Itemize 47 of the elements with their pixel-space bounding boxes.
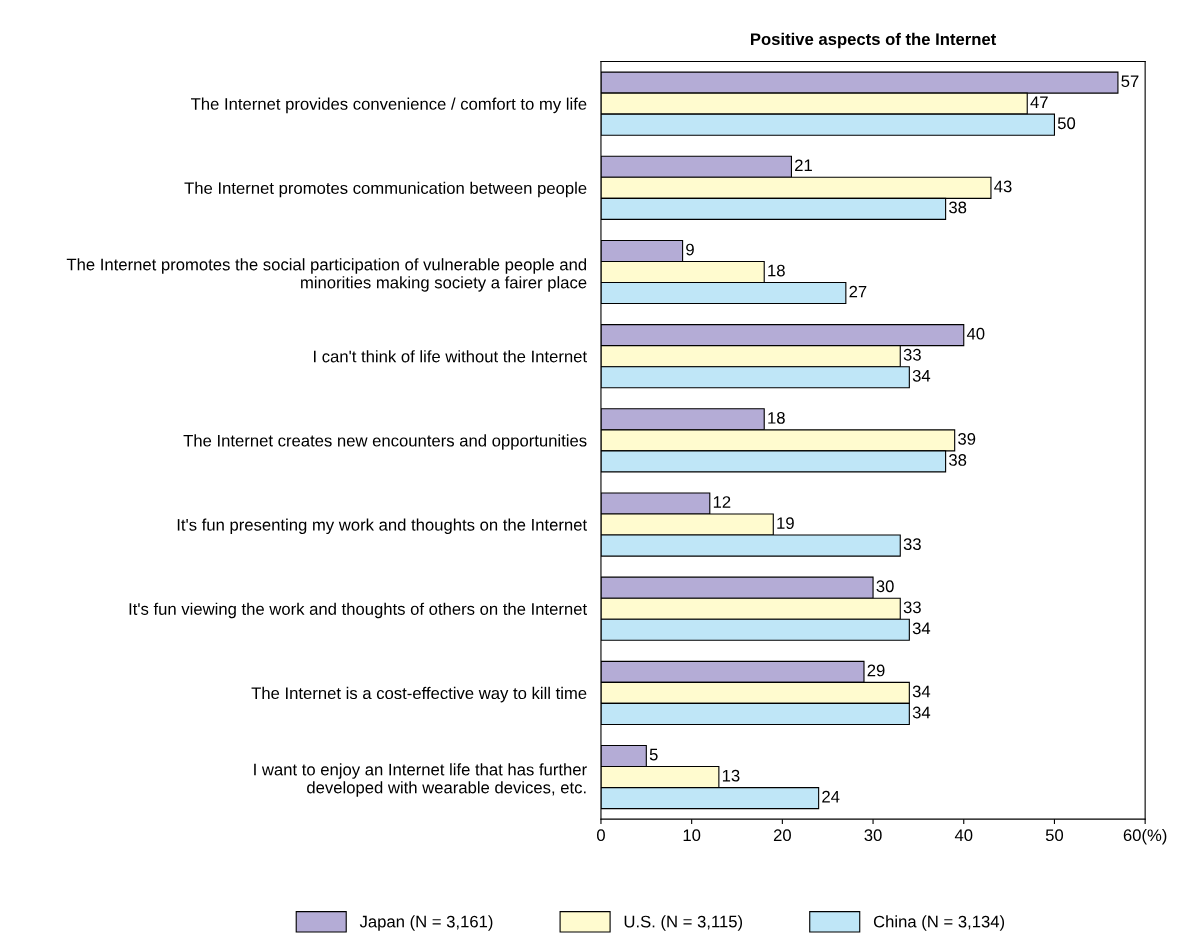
data-label: 33 <box>903 601 921 614</box>
x-tick-label: 10 <box>683 829 701 842</box>
data-label: 34 <box>912 622 931 635</box>
chart-title: Positive aspects of the Internet <box>751 32 997 49</box>
y-tick-label: I want to enjoy an Internet life that has further developed with wearable devices, etc. <box>254 763 587 797</box>
data-label: 18 <box>768 264 785 277</box>
y-tick-label: It's fun viewing the work and thoughts of others on the Internet <box>129 602 587 619</box>
data-label: 34 <box>912 369 931 382</box>
data-label: 21 <box>795 159 812 172</box>
x-tick-label: 30 <box>864 829 882 842</box>
data-label: 57 <box>1121 75 1139 88</box>
x-tick-label: 60(%) <box>1123 828 1167 845</box>
x-tick-label: 20 <box>773 829 791 842</box>
data-label: 33 <box>903 538 921 551</box>
data-label: 18 <box>768 411 785 424</box>
y-tick-label: The Internet is a cost-effective way to kill time <box>251 686 587 703</box>
data-label: 38 <box>949 454 967 466</box>
y-tick-label: The Internet promotes the social participation of vulnerable people and minorities making society a fairer place <box>66 258 587 292</box>
x-tick-label: 40 <box>954 829 973 842</box>
data-label: 9 <box>686 243 694 256</box>
x-tick-label: 50 <box>1045 829 1064 842</box>
data-label: 43 <box>994 180 1012 193</box>
data-label: 13 <box>722 769 740 782</box>
x-tick-label: 0 <box>596 829 605 842</box>
data-label: 30 <box>876 580 894 593</box>
data-label: 47 <box>1030 96 1048 108</box>
y-tick-label: I can't think of life without the Internet <box>314 350 587 363</box>
legend-label: China (N = 3,134) <box>873 915 1005 931</box>
data-label: 38 <box>949 201 967 214</box>
data-label: 40 <box>966 327 985 340</box>
data-label: 34 <box>912 685 931 698</box>
data-label: 12 <box>713 496 731 508</box>
y-tick-label: The Internet provides convenience / comfort to my life <box>190 97 587 114</box>
data-label: 5 <box>649 748 658 761</box>
legend-label: Japan (N = 3,161) <box>359 915 493 931</box>
data-label: 19 <box>777 517 794 530</box>
y-tick-label: It's fun presenting my work and thoughts on the Internet <box>177 518 587 535</box>
data-label: 50 <box>1057 117 1076 130</box>
legend-label: U.S. (N = 3,115) <box>624 915 743 931</box>
data-label: 34 <box>912 706 931 719</box>
data-label: 39 <box>958 433 976 445</box>
data-label: 27 <box>849 285 867 298</box>
y-tick-label: The Internet promotes communication between people <box>184 181 587 198</box>
data-label: 29 <box>867 664 885 677</box>
y-tick-label: The Internet creates new encounters and opportunities <box>183 434 587 450</box>
data-label: 24 <box>822 790 840 803</box>
data-label: 33 <box>903 348 921 361</box>
